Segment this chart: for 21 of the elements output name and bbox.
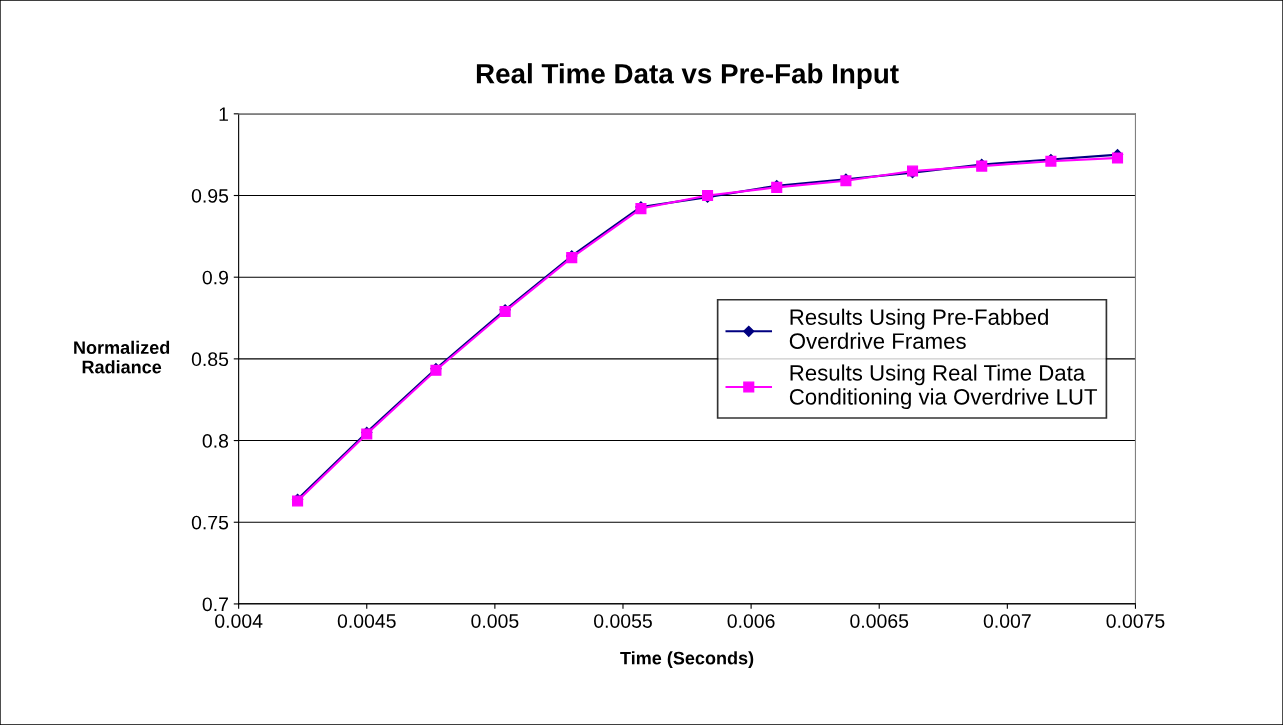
y-tick-label: 0.8: [202, 434, 229, 448]
x-tick-label: 0.007: [983, 614, 1031, 628]
legend-label: Results Using Real Time Data Conditioning via Overdrive LUT: [789, 364, 1098, 410]
legend-label: Results Using Pre-Fabbed Overdrive Frames: [789, 308, 1048, 349]
x-tick-label: 0.0075: [1106, 614, 1165, 628]
x-tick-label: 0.004: [215, 614, 263, 628]
x-tick-label: 0.0045: [337, 614, 396, 628]
chart-title: Real Time Data vs Pre-Fab Input: [476, 63, 899, 90]
x-tick-label: 0.005: [471, 614, 519, 628]
x-tick-label: 0.006: [727, 614, 775, 628]
x-tick-label: 0.0055: [594, 614, 652, 628]
y-tick-label: 0.95: [191, 188, 229, 203]
y-axis-title: Normalized Radiance: [74, 340, 170, 374]
point: [1111, 152, 1124, 164]
y-tick-label: 1: [219, 107, 228, 121]
x-tick-label: 0.0065: [850, 614, 909, 628]
y-tick-label: 0.75: [191, 515, 229, 530]
x-axis-title: Time (Seconds): [620, 651, 754, 669]
y-tick-label: 0.9: [202, 270, 228, 285]
y-tick-label: 0.7: [202, 597, 228, 612]
y-tick-label: 0.85: [191, 352, 229, 367]
